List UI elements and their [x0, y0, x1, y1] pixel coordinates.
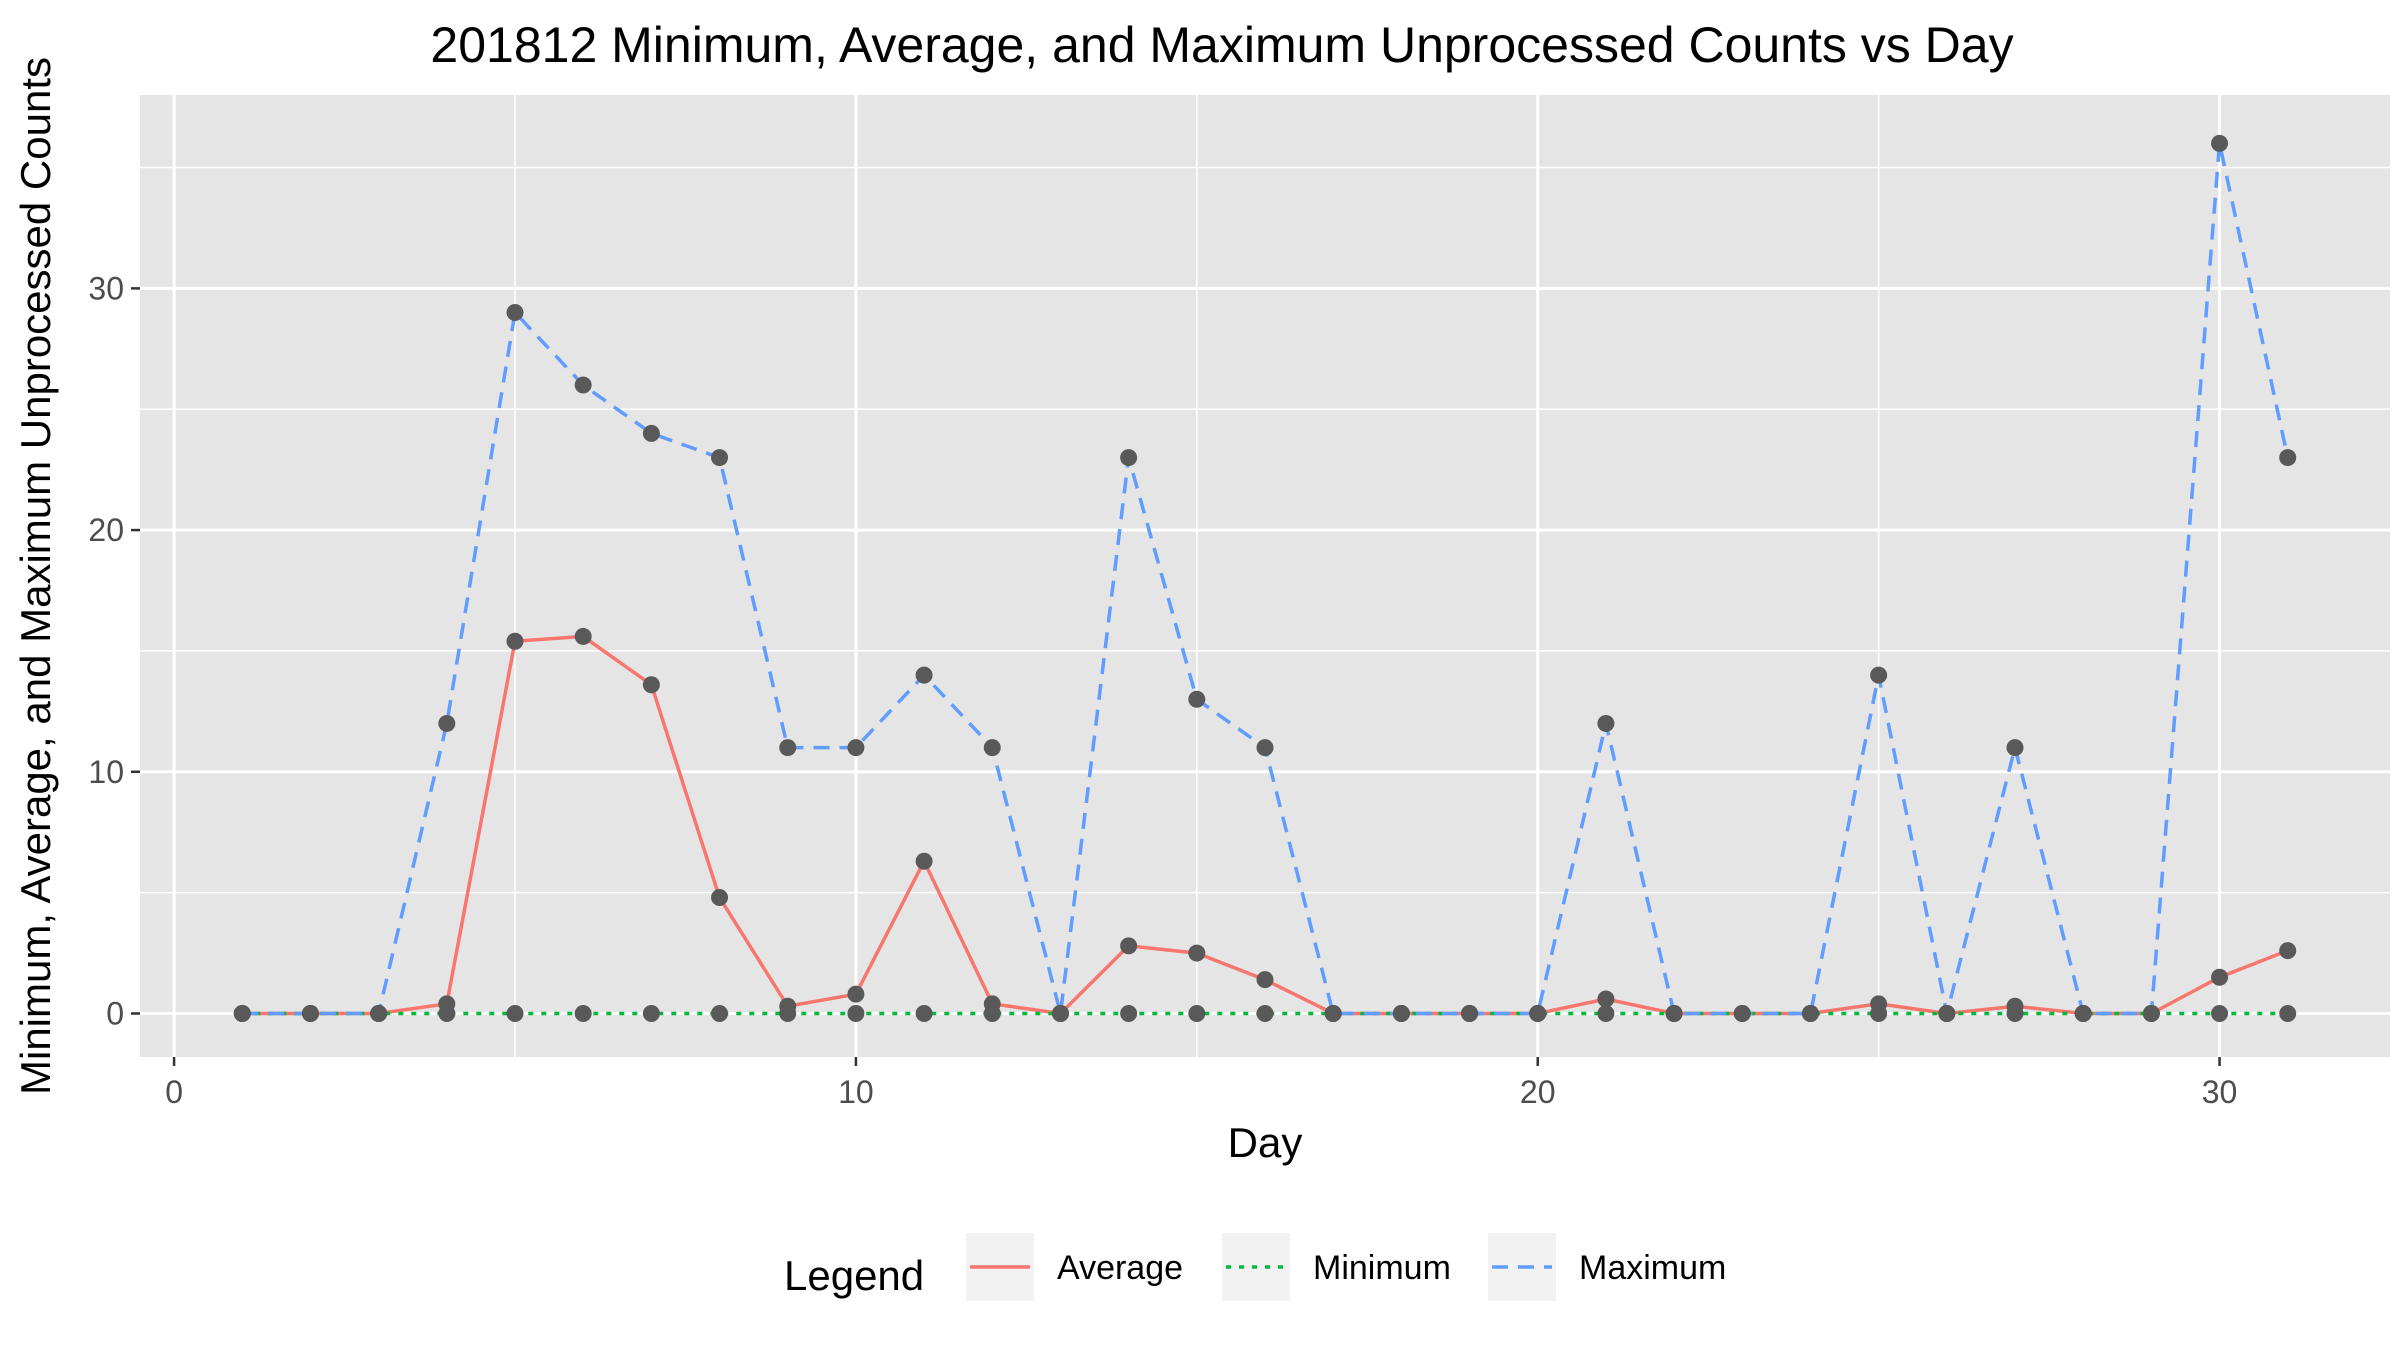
plot-panel — [140, 95, 2390, 1057]
data-point-maximum — [1051, 1004, 1069, 1022]
x-tick-label: 10 — [838, 1074, 874, 1110]
data-point-minimum — [1597, 1004, 1615, 1022]
data-point-minimum — [1870, 1004, 1888, 1022]
data-point-maximum — [2006, 739, 2024, 757]
legend-title: Legend — [784, 1252, 924, 1299]
data-point-average — [1188, 944, 1206, 962]
data-point-minimum — [983, 1004, 1001, 1022]
data-point-minimum — [1188, 1004, 1206, 1022]
data-point-minimum — [847, 1004, 865, 1022]
x-tick-label: 0 — [165, 1074, 183, 1110]
data-point-average — [915, 852, 933, 870]
data-point-maximum — [1188, 690, 1206, 708]
data-point-minimum — [915, 1004, 933, 1022]
data-point-average — [847, 985, 865, 1003]
data-point-minimum — [711, 1004, 729, 1022]
data-point-maximum — [506, 304, 524, 322]
legend-label-maximum: Maximum — [1579, 1249, 1726, 1287]
data-point-minimum — [574, 1004, 592, 1022]
data-point-maximum — [915, 666, 933, 684]
data-point-minimum — [779, 1004, 797, 1022]
legend-label-minimum: Minimum — [1313, 1249, 1451, 1287]
data-point-average — [1120, 937, 1138, 955]
data-point-maximum — [233, 1004, 251, 1022]
data-point-maximum — [370, 1004, 388, 1022]
data-point-minimum — [438, 1004, 456, 1022]
data-point-average — [2279, 942, 2297, 960]
data-point-average — [1256, 971, 1274, 989]
data-point-minimum — [2279, 1004, 2297, 1022]
data-point-minimum — [506, 1004, 524, 1022]
data-point-maximum — [779, 739, 797, 757]
data-point-minimum — [2211, 1004, 2229, 1022]
data-point-maximum — [1461, 1004, 1479, 1022]
data-point-average — [2211, 968, 2229, 986]
data-point-maximum — [2211, 134, 2229, 152]
data-point-average — [506, 632, 524, 650]
data-point-maximum — [847, 739, 865, 757]
data-point-maximum — [1392, 1004, 1410, 1022]
data-point-maximum — [301, 1004, 319, 1022]
legend: Legend Average Minimum Maximum — [784, 1233, 1726, 1301]
data-point-maximum — [1870, 666, 1888, 684]
data-points — [233, 134, 2297, 1022]
legend-label-average: Average — [1057, 1249, 1183, 1287]
data-point-maximum — [1120, 449, 1138, 467]
data-point-maximum — [1597, 714, 1615, 732]
data-point-maximum — [983, 739, 1001, 757]
y-tick-label: 20 — [88, 512, 124, 548]
data-point-maximum — [1529, 1004, 1547, 1022]
data-point-average — [711, 888, 729, 906]
minor-gridlines — [140, 95, 2390, 1057]
data-point-minimum — [642, 1004, 660, 1022]
data-point-average — [642, 676, 660, 694]
data-point-maximum — [1324, 1004, 1342, 1022]
data-point-maximum — [1733, 1004, 1751, 1022]
x-tick-label: 20 — [1520, 1074, 1556, 1110]
data-point-minimum — [1120, 1004, 1138, 1022]
data-point-maximum — [438, 714, 456, 732]
y-axis: 0 10 20 30 — [88, 270, 140, 1031]
data-point-average — [574, 627, 592, 645]
data-point-maximum — [2279, 449, 2297, 467]
y-tick-label: 0 — [106, 995, 124, 1031]
data-point-maximum — [1801, 1004, 1819, 1022]
chart-title: 201812 Minimum, Average, and Maximum Unp… — [430, 17, 2013, 73]
data-point-maximum — [574, 376, 592, 394]
data-point-maximum — [1938, 1004, 1956, 1022]
data-point-minimum — [1256, 1004, 1274, 1022]
data-point-minimum — [2006, 1004, 2024, 1022]
data-point-average — [1597, 990, 1615, 1008]
data-point-maximum — [1665, 1004, 1683, 1022]
x-axis-title: Day — [1228, 1119, 1303, 1166]
x-axis: 0 10 20 30 — [165, 1057, 2237, 1110]
data-point-maximum — [1256, 739, 1274, 757]
data-point-maximum — [2142, 1004, 2160, 1022]
y-tick-label: 10 — [88, 754, 124, 790]
y-tick-label: 30 — [88, 270, 124, 306]
data-point-maximum — [711, 449, 729, 467]
y-axis-title: Minimum, Average, and Maximum Unprocesse… — [12, 57, 59, 1095]
x-tick-label: 30 — [2202, 1074, 2238, 1110]
data-point-maximum — [642, 424, 660, 442]
data-point-maximum — [2074, 1004, 2092, 1022]
